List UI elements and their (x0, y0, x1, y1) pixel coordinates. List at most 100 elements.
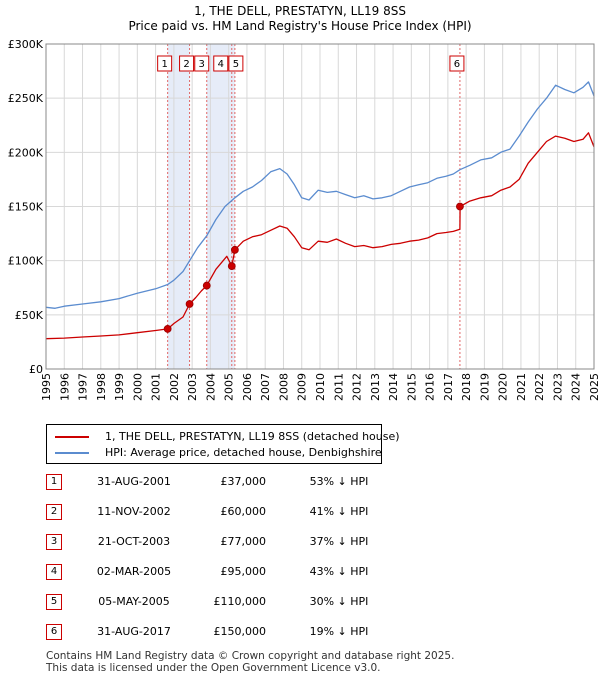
sale-label-box (228, 55, 244, 72)
table-row: 5 05-MAY-2005 £110,000 30% ↓ HPI (46, 594, 466, 612)
x-tick-label: 2006 (241, 373, 254, 401)
sale-hpi-diff: 41% ↓ HPI (309, 505, 369, 518)
sale-date: 31-AUG-2017 (97, 625, 171, 638)
sale-price: £110,000 (213, 595, 267, 608)
sale-point (227, 262, 236, 270)
sale-price: £150,000 (213, 625, 267, 638)
x-tick-label: 2010 (314, 373, 327, 401)
sale-point (230, 245, 239, 254)
x-tick-label: 2002 (168, 373, 181, 401)
legend-item-hpi: HPI: Average price, detached house, Denb… (55, 446, 382, 460)
sale-number-badge: 1 (46, 474, 62, 490)
sale-label-box (449, 55, 465, 72)
footer-copyright: Contains HM Land Registry data © Crown c… (46, 650, 455, 662)
sale-point (456, 202, 464, 211)
chart-subtitle: Price paid vs. HM Land Registry's House … (128, 19, 472, 33)
chart-title-block: 1, THE DELL, PRESTATYN, LL19 8SS Price p… (0, 4, 600, 34)
x-tick-label: 2007 (259, 373, 272, 401)
legend-label-property: 1, THE DELL, PRESTATYN, LL19 8SS (detach… (105, 430, 400, 443)
sale-label: 1 (161, 59, 167, 70)
x-tick-label: 2012 (351, 373, 364, 401)
sale-hpi-diff: 30% ↓ HPI (309, 595, 369, 608)
sale-number-badge: 6 (46, 624, 62, 640)
hpi-line (45, 81, 595, 309)
x-tick-label: 1995 (40, 373, 53, 401)
x-tick-label: 1997 (77, 373, 90, 401)
x-tick-label: 2011 (332, 373, 345, 401)
y-tick-label: £300K (8, 38, 44, 51)
y-tick-label: £50K (15, 309, 44, 322)
sale-label: 3 (199, 59, 205, 70)
sale-number-badge: 4 (46, 564, 62, 580)
sale-date: 31-AUG-2001 (97, 475, 171, 488)
x-tick-label: 2020 (497, 373, 510, 401)
x-tick-label: 2009 (296, 373, 309, 401)
x-tick-label: 2005 (223, 373, 236, 401)
x-tick-label: 2017 (442, 373, 455, 401)
x-tick-label: 2025 (588, 373, 600, 401)
plot-frame (45, 43, 595, 370)
sale-label-box (179, 55, 195, 72)
sale-label: 5 (233, 59, 239, 70)
x-tick-label: 2015 (405, 373, 418, 401)
sale-label-box (213, 55, 229, 72)
sale-number-badge: 5 (46, 594, 62, 610)
sale-number-badge: 2 (46, 504, 62, 520)
table-row: 6 31-AUG-2017 £150,000 19% ↓ HPI (46, 624, 466, 642)
table-row: 1 31-AUG-2001 £37,000 53% ↓ HPI (46, 474, 466, 492)
sale-date: 02-MAR-2005 (96, 565, 172, 578)
y-tick-label: £0 (29, 363, 43, 376)
sale-price: £95,000 (220, 565, 267, 578)
legend-label-hpi: HPI: Average price, detached house, Denb… (105, 446, 382, 459)
x-tick-label: 1999 (113, 373, 126, 401)
x-tick-label: 2001 (150, 373, 163, 401)
sale-hpi-diff: 37% ↓ HPI (309, 535, 369, 548)
sale-point (202, 281, 211, 290)
x-tick-label: 2003 (186, 373, 199, 401)
x-tick-label: 2016 (424, 373, 437, 401)
sale-price: £37,000 (220, 475, 267, 488)
sale-date: 21-OCT-2003 (97, 535, 171, 548)
legend-item-property: 1, THE DELL, PRESTATYN, LL19 8SS (detach… (55, 430, 400, 444)
legend: 1, THE DELL, PRESTATYN, LL19 8SS (detach… (46, 424, 400, 464)
y-tick-label: £200K (8, 146, 44, 159)
y-tick-label: £250K (8, 92, 44, 105)
chart-title: 1, THE DELL, PRESTATYN, LL19 8SS (194, 4, 406, 18)
sale-hpi-diff: 19% ↓ HPI (309, 625, 369, 638)
sale-hpi-diff: 43% ↓ HPI (309, 565, 369, 578)
sale-point (185, 300, 194, 308)
footer-licence: This data is licensed under the Open Gov… (46, 662, 381, 674)
x-tick-label: 2022 (533, 373, 546, 401)
sale-hpi-diff: 53% ↓ HPI (309, 475, 369, 488)
sale-date: 05-MAY-2005 (98, 595, 170, 608)
x-tick-label: 2024 (570, 373, 583, 401)
table-row: 3 21-OCT-2003 £77,000 37% ↓ HPI (46, 534, 466, 552)
x-tick-label: 2023 (551, 373, 564, 401)
legend-swatch-property (55, 436, 89, 438)
sale-point (163, 325, 172, 333)
sale-number-badge: 3 (46, 534, 62, 550)
x-tick-label: 2019 (478, 373, 491, 401)
x-tick-label: 2004 (204, 373, 217, 401)
x-tick-label: 1996 (58, 373, 71, 401)
table-row: 2 11-NOV-2002 £60,000 41% ↓ HPI (46, 504, 466, 522)
x-tick-label: 2021 (515, 373, 528, 401)
sale-price: £77,000 (220, 535, 267, 548)
sale-label: 4 (218, 59, 224, 70)
x-tick-label: 2000 (131, 373, 144, 401)
sale-label: 2 (183, 59, 189, 70)
x-tick-label: 2014 (387, 373, 400, 401)
table-row: 4 02-MAR-2005 £95,000 43% ↓ HPI (46, 564, 466, 582)
sale-date: 11-NOV-2002 (97, 505, 171, 518)
sale-price: £60,000 (220, 505, 267, 518)
x-tick-label: 1998 (95, 373, 108, 401)
x-tick-label: 2008 (277, 373, 290, 401)
x-tick-label: 2018 (460, 373, 473, 401)
footer: Contains HM Land Registry data © Crown c… (46, 650, 454, 674)
price-chart: 1 2 3 4 5 6 £0 £50K £100K £150K £200K £250K £300K 199… (8, 38, 600, 401)
sale-label-box (194, 55, 210, 72)
sale-label: 6 (454, 59, 460, 70)
y-tick-label: £150K (8, 201, 44, 214)
x-tick-label: 2013 (369, 373, 382, 401)
sale-label-box (157, 55, 173, 72)
